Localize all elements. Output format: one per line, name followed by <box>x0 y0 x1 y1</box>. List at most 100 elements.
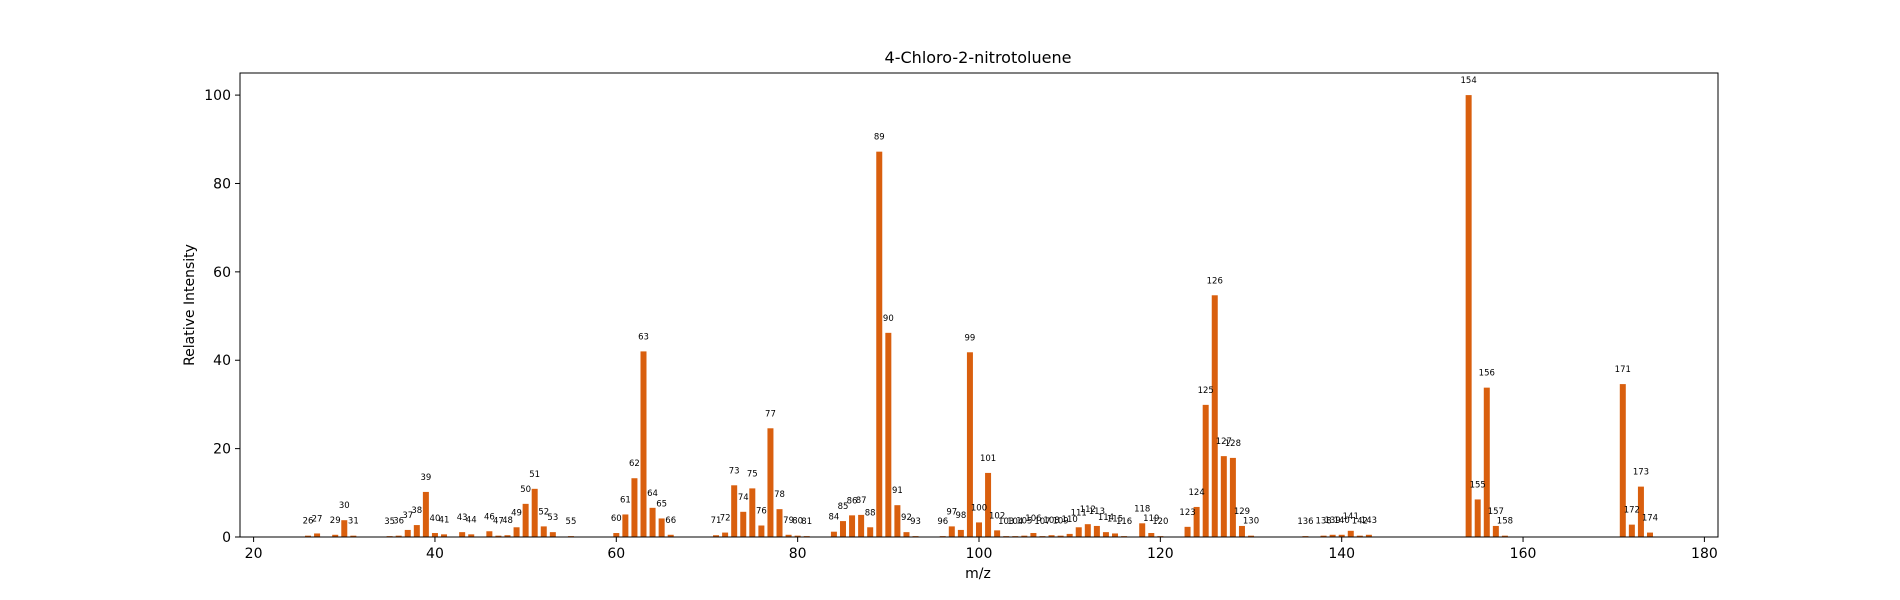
data-label-mz-98: 98 <box>955 511 966 521</box>
x-tick-label-20: 20 <box>245 546 263 562</box>
data-label-mz-72: 72 <box>720 514 731 524</box>
data-label-mz-65: 65 <box>656 499 667 509</box>
data-label-mz-77: 77 <box>765 409 776 419</box>
bar-mz-126 <box>1211 295 1218 537</box>
bar-mz-74 <box>740 511 747 537</box>
data-label-mz-27: 27 <box>312 514 323 524</box>
data-label-mz-158: 158 <box>1497 517 1513 527</box>
y-axis: 0 20 40 60 80 100 <box>204 88 240 546</box>
data-label-mz-60: 60 <box>611 514 622 524</box>
data-label-mz-141: 141 <box>1343 512 1359 522</box>
bar-mz-60 <box>613 533 620 537</box>
bar-mz-97 <box>948 526 955 537</box>
y-tick-label-100: 100 <box>204 88 231 104</box>
data-label-mz-46: 46 <box>484 512 495 522</box>
y-tick-label-60: 60 <box>213 265 231 281</box>
bar-mz-87 <box>858 514 865 537</box>
data-label-mz-115: 115 <box>1107 514 1123 524</box>
bar-mz-52 <box>540 526 547 537</box>
bar-mz-85 <box>839 521 846 537</box>
data-label-mz-104: 104 <box>1007 517 1023 527</box>
data-label-mz-105: 105 <box>1016 517 1032 527</box>
bar-mz-39 <box>422 491 429 537</box>
data-label-mz-107: 107 <box>1034 517 1050 527</box>
bar-mz-128 <box>1229 457 1236 537</box>
bar-mz-90 <box>885 332 892 537</box>
bar-mz-77 <box>767 428 774 537</box>
data-label-mz-84: 84 <box>829 513 840 523</box>
data-label-mz-89: 89 <box>874 133 885 143</box>
data-label-mz-114: 114 <box>1098 513 1114 523</box>
data-label-mz-174: 174 <box>1642 514 1658 524</box>
bar-mz-143 <box>1365 534 1372 537</box>
bar-mz-101 <box>985 472 992 537</box>
data-label-mz-139: 139 <box>1325 516 1341 526</box>
bar-mz-73 <box>731 485 738 537</box>
bar-mz-88 <box>867 527 874 537</box>
bar-mz-138 <box>1320 535 1327 537</box>
bar-mz-64 <box>649 507 656 537</box>
bar-mz-72 <box>722 532 729 537</box>
data-label-mz-126: 126 <box>1207 276 1223 286</box>
bar-mz-173 <box>1637 486 1644 537</box>
bar-mz-125 <box>1202 404 1209 537</box>
data-label-mz-155: 155 <box>1470 480 1486 490</box>
bar-mz-141 <box>1347 530 1354 537</box>
bar-mz-118 <box>1139 523 1146 537</box>
data-label-mz-62: 62 <box>629 459 640 469</box>
data-label-mz-173: 173 <box>1633 468 1649 478</box>
x-tick-label-40: 40 <box>426 546 444 562</box>
x-tick-label-120: 120 <box>1147 546 1174 562</box>
x-tick-label-100: 100 <box>966 546 993 562</box>
data-label-mz-88: 88 <box>865 508 876 518</box>
data-label-mz-97: 97 <box>946 507 957 517</box>
x-tick-label-140: 140 <box>1328 546 1355 562</box>
y-tick-label-0: 0 <box>222 530 231 546</box>
data-label-mz-90: 90 <box>883 314 894 324</box>
data-label-mz-73: 73 <box>729 466 740 476</box>
data-label-mz-36: 36 <box>393 517 404 527</box>
bar-mz-172 <box>1628 524 1635 537</box>
data-label-mz-78: 78 <box>774 490 785 500</box>
data-label-mz-55: 55 <box>566 517 577 527</box>
data-label-mz-96: 96 <box>937 517 948 527</box>
data-label-mz-118: 118 <box>1134 504 1150 514</box>
data-label-mz-31: 31 <box>348 517 359 527</box>
data-label-mz-112: 112 <box>1080 505 1096 515</box>
bar-mz-51 <box>531 488 538 537</box>
y-axis-label: Relative Intensity <box>182 244 198 366</box>
bar-mz-46 <box>486 531 493 537</box>
bar-mz-84 <box>830 531 837 537</box>
data-label-mz-172: 172 <box>1624 506 1640 516</box>
bar-mz-127 <box>1220 456 1227 537</box>
data-label-mz-47: 47 <box>493 517 504 527</box>
bar-mz-37 <box>404 529 411 537</box>
data-label-mz-127: 127 <box>1216 437 1232 447</box>
bar-mz-119 <box>1148 533 1155 537</box>
bar-mz-98 <box>957 529 964 537</box>
bar-mz-156 <box>1483 387 1490 537</box>
data-label-mz-111: 111 <box>1071 508 1087 518</box>
data-label-mz-129: 129 <box>1234 507 1250 517</box>
data-label-mz-87: 87 <box>856 496 867 506</box>
data-label-mz-37: 37 <box>402 511 413 521</box>
data-label-mz-43: 43 <box>457 513 468 523</box>
data-label-mz-124: 124 <box>1189 488 1205 498</box>
data-label-mz-156: 156 <box>1479 369 1495 379</box>
data-label-mz-41: 41 <box>439 515 450 525</box>
bar-mz-114 <box>1102 532 1109 537</box>
data-label-mz-52: 52 <box>538 507 549 517</box>
data-label-mz-74: 74 <box>738 493 749 503</box>
bar-mz-63 <box>640 351 647 537</box>
data-label-mz-38: 38 <box>411 506 422 516</box>
bar-mz-155 <box>1474 499 1481 537</box>
bar-mz-99 <box>966 352 973 537</box>
bar-mz-139 <box>1329 534 1336 537</box>
bar-mz-38 <box>413 525 420 537</box>
data-label-mz-123: 123 <box>1179 508 1195 518</box>
bars-layer <box>305 95 1653 537</box>
bar-mz-41 <box>441 534 448 537</box>
x-tick-label-60: 60 <box>607 546 625 562</box>
y-tick-label-20: 20 <box>213 442 231 458</box>
